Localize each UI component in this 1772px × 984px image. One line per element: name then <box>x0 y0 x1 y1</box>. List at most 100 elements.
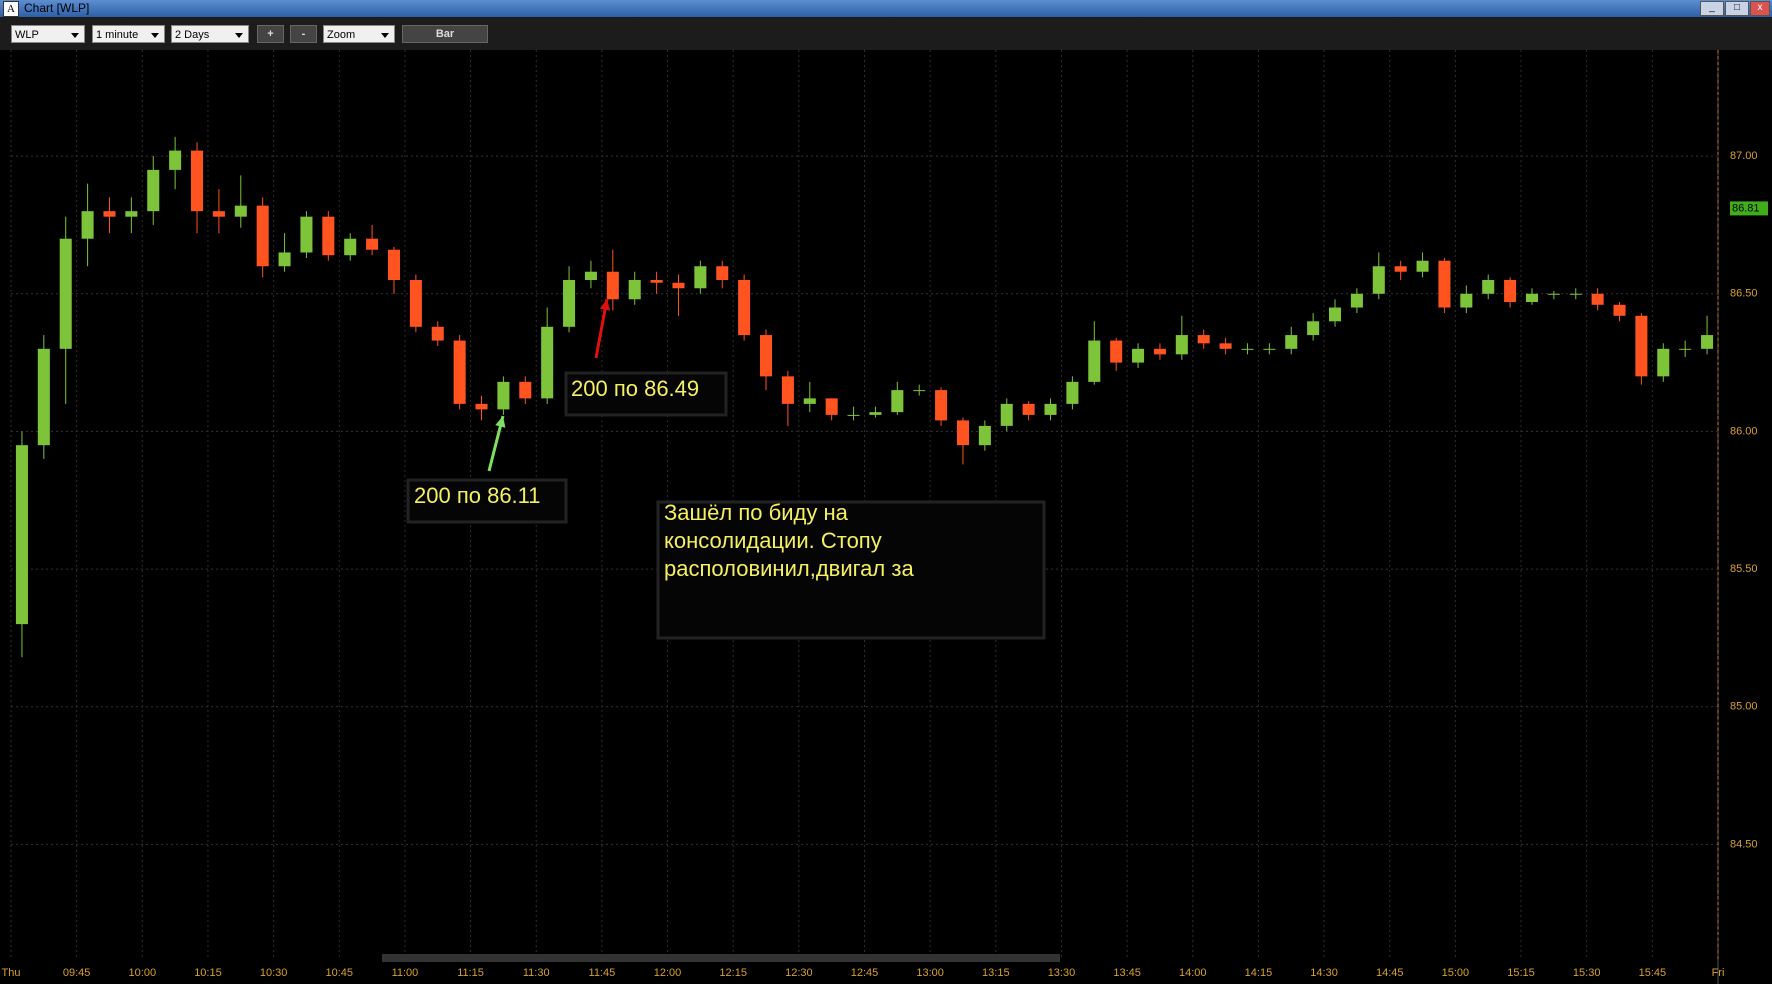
candle-body <box>322 216 335 256</box>
candle-body <box>497 381 510 410</box>
candle-body <box>1285 335 1298 349</box>
x-tick-label: 10:15 <box>194 967 222 979</box>
y-tick-label: 85.00 <box>1730 701 1758 713</box>
scrollbar[interactable] <box>382 954 1060 962</box>
window-title: Chart [WLP] <box>24 1 90 15</box>
candle-body <box>1022 403 1035 415</box>
close-button[interactable]: x <box>1750 1 1770 16</box>
candle-body <box>825 398 838 415</box>
candle-body <box>738 279 751 336</box>
candle-body <box>1591 293 1604 305</box>
arrow-head <box>599 299 611 311</box>
candle-body <box>1416 260 1429 272</box>
candle-body <box>37 348 50 446</box>
x-tick-label: 11:00 <box>392 967 419 979</box>
candle-body <box>1241 348 1254 350</box>
style-button[interactable]: Bar <box>402 25 488 43</box>
candle-body <box>803 398 816 404</box>
minimize-button[interactable]: _ <box>1700 1 1724 16</box>
note-text: консолидации. Стопу <box>664 528 882 553</box>
x-tick-label: 14:15 <box>1245 967 1273 979</box>
candle-body <box>847 414 860 416</box>
candle-body <box>935 390 948 421</box>
candle-body <box>1372 266 1385 294</box>
candle-body <box>409 279 422 327</box>
candle-body <box>191 150 204 212</box>
candle-body <box>453 340 466 404</box>
last-price-label: 86.81 <box>1732 202 1760 214</box>
title-bar: A Chart [WLP] _ □ x <box>0 0 1772 17</box>
arrow-head <box>495 416 506 428</box>
candle-body <box>1066 381 1079 404</box>
note-text: Зашёл по биду на <box>664 500 849 525</box>
candle-body <box>1657 348 1670 377</box>
candle-body <box>1635 315 1648 377</box>
x-tick-label: 13:45 <box>1113 967 1141 979</box>
y-tick-label: 87.00 <box>1730 150 1758 162</box>
candle-body <box>760 335 773 377</box>
toolbar: WLP 1 minute 2 Days + - Zoom Bar <box>0 17 1772 51</box>
candle-body <box>519 381 532 399</box>
candle-body <box>1219 343 1232 349</box>
zoom-select[interactable]: Zoom <box>323 25 395 43</box>
candle-body <box>1350 293 1363 308</box>
x-tick-label: 12:15 <box>719 967 747 979</box>
candle-body <box>1613 304 1626 316</box>
candle-body <box>15 445 28 625</box>
candle-body <box>628 279 641 300</box>
x-tick-label: 14:45 <box>1376 967 1404 979</box>
candle-body <box>1394 266 1407 272</box>
x-tick-label: 09:45 <box>63 967 91 979</box>
zoom-in-button[interactable]: + <box>257 25 284 43</box>
y-tick-label: 86.00 <box>1730 425 1758 437</box>
x-tick-label: 10:45 <box>326 967 354 979</box>
annotation-box <box>564 371 728 417</box>
candle-body <box>1482 279 1495 294</box>
candle-body <box>431 326 444 341</box>
chart: 84.50 85.00 85.50 86.00 86.50 87.00 Thu 09:45 10… <box>0 50 1772 984</box>
candle-body <box>169 150 182 170</box>
candle-body <box>1307 321 1320 336</box>
candle-body <box>256 205 269 267</box>
candle-body <box>1263 348 1276 350</box>
candle-body <box>606 271 619 300</box>
candle-body <box>300 216 313 253</box>
candle-body <box>694 266 707 289</box>
candle-body <box>387 249 400 280</box>
x-tick-label: 10:00 <box>129 967 157 979</box>
x-tick-label: 12:45 <box>851 967 879 979</box>
x-tick-label: 11:45 <box>589 967 616 979</box>
candle-body <box>541 326 554 399</box>
x-tick-label: 12:00 <box>654 967 682 979</box>
maximize-button[interactable]: □ <box>1725 1 1749 16</box>
x-tick-label: 15:15 <box>1507 967 1535 979</box>
x-tick-label: 11:15 <box>457 967 484 979</box>
candle-body <box>234 205 247 217</box>
annotation-text: 200 по 86.49 <box>571 376 699 401</box>
candle-body <box>81 211 94 239</box>
annotation-box <box>406 478 568 524</box>
x-tick-label: 15:45 <box>1639 967 1667 979</box>
x-tick-label: 10:30 <box>260 967 288 979</box>
x-tick-label: Thu <box>2 967 21 979</box>
candle-body <box>716 266 729 280</box>
candle-body <box>1000 403 1013 426</box>
candle-body <box>147 169 160 212</box>
candle-body <box>103 211 116 217</box>
candle-body <box>563 279 576 327</box>
interval-select[interactable]: 1 minute <box>92 25 165 43</box>
candle-body <box>1110 340 1123 363</box>
candle-body <box>1132 348 1145 363</box>
zoom-out-button[interactable]: - <box>290 25 317 43</box>
candle-body <box>212 211 225 217</box>
candle-body <box>1153 348 1166 355</box>
symbol-select[interactable]: WLP <box>11 25 85 43</box>
range-select[interactable]: 2 Days <box>171 25 249 43</box>
app-icon: A <box>3 1 19 17</box>
candle-body <box>278 252 291 267</box>
candle-body <box>584 271 597 280</box>
candle-body <box>1197 335 1210 344</box>
candle-body <box>366 238 379 250</box>
candle-body <box>1438 260 1451 308</box>
